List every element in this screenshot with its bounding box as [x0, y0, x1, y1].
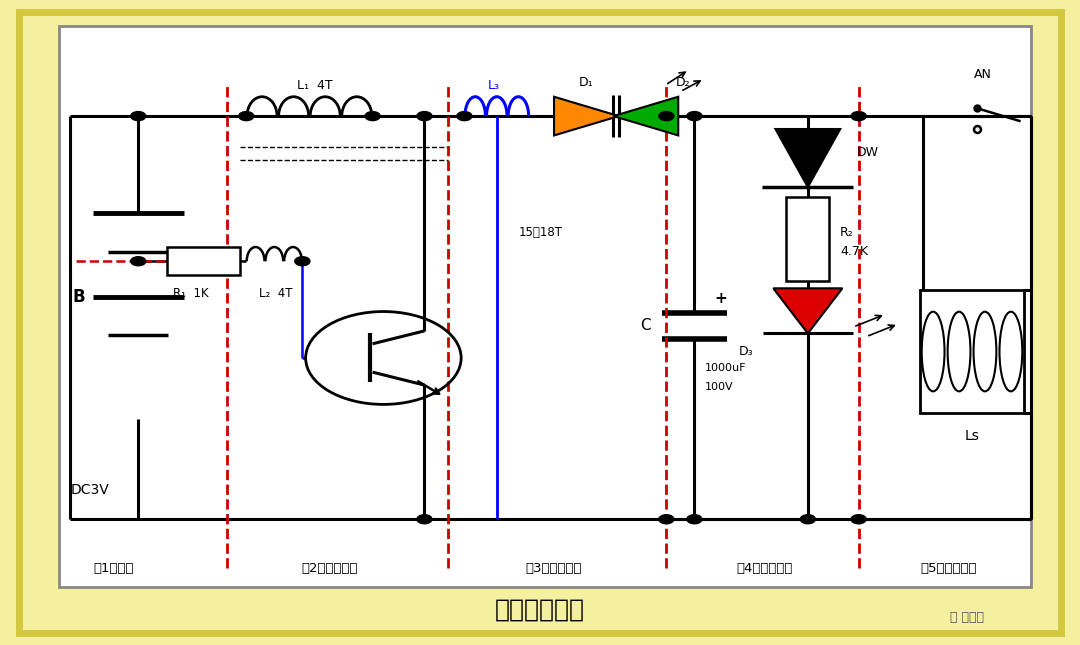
Text: （5）发射装置: （5）发射装置	[920, 562, 976, 575]
Circle shape	[131, 257, 146, 266]
Polygon shape	[773, 288, 842, 333]
Circle shape	[659, 112, 674, 121]
Text: 15～18T: 15～18T	[518, 226, 563, 239]
FancyBboxPatch shape	[59, 26, 1031, 587]
Text: D₁: D₁	[579, 76, 594, 89]
Text: （2）逆变电路: （2）逆变电路	[301, 562, 357, 575]
Text: 1000uF: 1000uF	[705, 362, 746, 373]
FancyBboxPatch shape	[167, 247, 240, 275]
Circle shape	[659, 515, 674, 524]
Text: D₂: D₂	[676, 76, 691, 89]
Polygon shape	[775, 129, 840, 187]
Text: 🔄 电子芯: 🔄 电子芯	[949, 611, 984, 624]
FancyBboxPatch shape	[920, 290, 1024, 413]
Circle shape	[239, 112, 254, 121]
Text: DC3V: DC3V	[70, 483, 109, 497]
FancyBboxPatch shape	[19, 12, 1061, 633]
Text: R₂: R₂	[840, 226, 854, 239]
Text: AN: AN	[974, 68, 991, 81]
Circle shape	[131, 112, 146, 121]
Circle shape	[687, 112, 702, 121]
Text: 4.7K: 4.7K	[840, 245, 868, 258]
Text: +: +	[714, 292, 727, 306]
Text: D₃: D₃	[739, 345, 754, 358]
Text: 100V: 100V	[705, 382, 734, 392]
Text: （3）升压整流: （3）升压整流	[526, 562, 582, 575]
Text: Ls: Ls	[964, 429, 980, 443]
Text: C: C	[640, 318, 651, 333]
Text: R₁  1K: R₁ 1K	[173, 287, 208, 300]
Text: B: B	[72, 288, 85, 306]
Circle shape	[687, 515, 702, 524]
Circle shape	[800, 515, 815, 524]
Circle shape	[417, 112, 432, 121]
Polygon shape	[554, 97, 619, 135]
Text: 电磁炮原理图: 电磁炮原理图	[495, 597, 585, 622]
Text: （1）电源: （1）电源	[93, 562, 134, 575]
FancyBboxPatch shape	[786, 197, 829, 281]
Text: L₃: L₃	[487, 79, 500, 92]
Polygon shape	[613, 97, 678, 135]
Circle shape	[417, 515, 432, 524]
Text: L₁  4T: L₁ 4T	[297, 79, 333, 92]
Circle shape	[457, 112, 472, 121]
Circle shape	[851, 112, 866, 121]
Circle shape	[851, 515, 866, 524]
Text: （4）限压充电: （4）限压充电	[737, 562, 793, 575]
Text: DW: DW	[856, 146, 878, 159]
Circle shape	[295, 257, 310, 266]
Circle shape	[365, 112, 380, 121]
Text: L₂  4T: L₂ 4T	[259, 287, 293, 300]
